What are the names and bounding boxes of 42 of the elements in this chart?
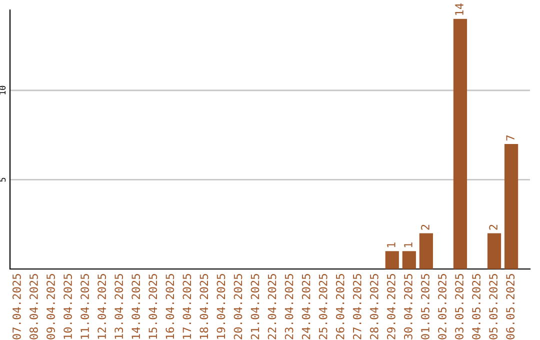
data-label: 1 bbox=[404, 242, 412, 248]
x-tick-label: 21.04.2025 bbox=[250, 274, 260, 340]
x-tick-label: 23.04.2025 bbox=[284, 274, 294, 340]
x-tick-label: 07.04.2025 bbox=[12, 274, 21, 340]
x-tick-label: 04.05.2025 bbox=[472, 274, 480, 340]
x-tick-label: 06.05.2025 bbox=[506, 274, 515, 340]
x-tick-label: 03.05.2025 bbox=[455, 274, 464, 340]
data-label: 7 bbox=[506, 135, 514, 141]
bar bbox=[453, 18, 468, 269]
x-tick-label: 24.04.2025 bbox=[302, 274, 310, 340]
x-tick-label: 18.04.2025 bbox=[200, 274, 208, 339]
x-tick-label: 22.04.2025 bbox=[268, 274, 276, 340]
bar bbox=[385, 251, 399, 269]
x-tick-label: 28.04.2025 bbox=[370, 274, 378, 340]
x-tick-label: 13.04.2025 bbox=[114, 274, 124, 339]
data-label: 1 bbox=[387, 242, 396, 248]
bar bbox=[504, 144, 518, 269]
x-tick-label: 30.04.2025 bbox=[404, 274, 412, 340]
data-label: 14 bbox=[455, 3, 464, 15]
bar bbox=[402, 251, 416, 269]
x-tick-label: 09.04.2025 bbox=[46, 274, 55, 340]
x-tick-label: 02.05.2025 bbox=[438, 274, 446, 340]
bar bbox=[419, 233, 433, 269]
x-tick-label: 14.04.2025 bbox=[132, 274, 140, 339]
x-tick-label: 16.04.2025 bbox=[166, 274, 174, 339]
x-tick-label: 12.04.2025 bbox=[98, 274, 106, 339]
x-tick-label: 29.04.2025 bbox=[386, 274, 396, 340]
x-tick-label: 01.05.2025 bbox=[421, 274, 430, 340]
data-label: 2 bbox=[421, 224, 430, 230]
x-tick-label: 08.04.2025 bbox=[30, 274, 38, 340]
x-tick-label: 15.04.2025 bbox=[148, 274, 158, 339]
x-tick-label: 27.04.2025 bbox=[352, 274, 362, 340]
x-tick-label: 11.04.2025 bbox=[80, 274, 89, 339]
x-tick-label: 19.04.2025 bbox=[216, 274, 226, 339]
x-tick-label: 05.05.2025 bbox=[489, 274, 498, 340]
data-label: 2 bbox=[489, 224, 498, 230]
x-tick-label: 26.04.2025 bbox=[336, 274, 344, 340]
x-tick-label: 10.04.2025 bbox=[64, 274, 72, 339]
bar bbox=[487, 233, 502, 269]
x-tick-label: 20.04.2025 bbox=[234, 274, 242, 340]
x-tick-label: 17.04.2025 bbox=[182, 274, 192, 339]
x-tick-label: 25.04.2025 bbox=[318, 274, 328, 340]
